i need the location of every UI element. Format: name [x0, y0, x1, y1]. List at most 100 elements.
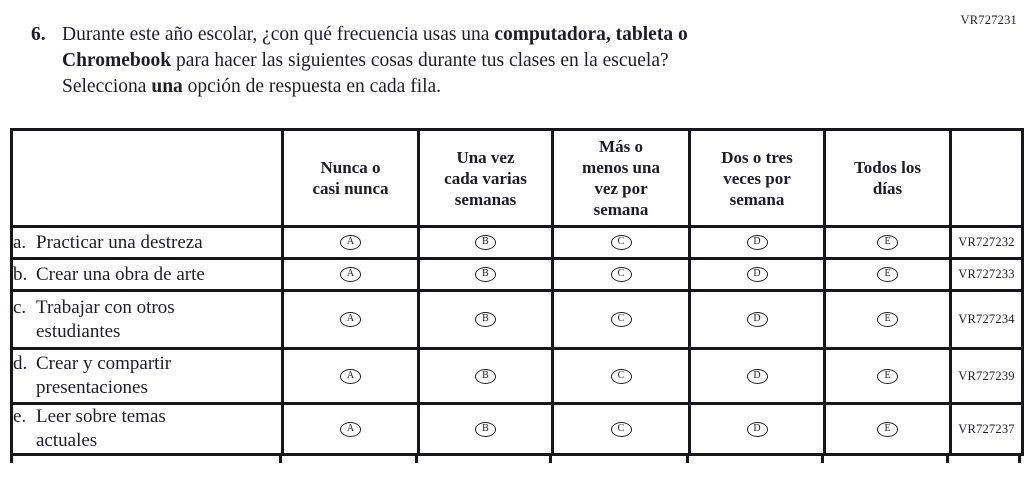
option-bubble-d[interactable]: D	[746, 235, 768, 251]
column-header-mas-o-menos: Más o menos una vez por semana	[551, 128, 691, 228]
option-bubble-a[interactable]: A	[340, 312, 361, 328]
option-cell: C	[551, 402, 691, 456]
option-cell: D	[688, 289, 826, 350]
row-label: c. Trabajar con otros estudiantes	[10, 289, 284, 350]
option-cell: E	[823, 347, 952, 405]
row-code: VR727239	[949, 347, 1024, 405]
option-cell: D	[688, 347, 826, 405]
option-cell: E	[823, 257, 952, 292]
column-border-stub	[10, 456, 13, 463]
option-bubble-b[interactable]: B	[475, 368, 496, 384]
question-text-part: opción de respuesta en cada fila.	[182, 76, 442, 97]
column-border-stub	[946, 456, 949, 463]
option-bubble-d[interactable]: D	[746, 368, 768, 384]
option-cell: A	[281, 347, 420, 405]
option-bubble-a[interactable]: A	[340, 267, 361, 283]
column-border-stub	[821, 456, 824, 463]
question-block: 6. Durante este año escolar, ¿con qué fr…	[31, 22, 688, 100]
row-label: a. Practicar una destreza	[10, 225, 284, 260]
option-cell: A	[281, 289, 420, 350]
option-cell: A	[281, 225, 420, 260]
column-header-una-vez: Una vez cada varias semanas	[417, 128, 554, 228]
option-cell: D	[688, 225, 826, 260]
question-text-bold: una	[151, 76, 183, 97]
header-corner-cell	[10, 128, 284, 228]
row-letter: d.	[13, 353, 28, 374]
response-table: Nunca o casi nunca Una vez cada varias s…	[10, 128, 1024, 456]
option-bubble-e[interactable]: E	[877, 368, 898, 384]
table-row: a. Practicar una destreza A B C D E VR72…	[10, 225, 1024, 260]
option-bubble-c[interactable]: C	[610, 368, 632, 384]
row-code: VR727237	[949, 402, 1024, 456]
option-bubble-b[interactable]: B	[475, 235, 496, 251]
option-bubble-e[interactable]: E	[877, 267, 898, 283]
row-label: d. Crear y compartir presentaciones	[10, 347, 284, 405]
option-cell: D	[688, 402, 826, 456]
table-row: e. Leer sobre temas actuales A B C D E V…	[10, 402, 1024, 456]
option-bubble-b[interactable]: B	[475, 421, 496, 437]
option-cell: E	[823, 225, 952, 260]
column-border-stub	[1018, 456, 1021, 463]
row-text: Crear y compartir presentaciones	[36, 353, 172, 398]
option-bubble-a[interactable]: A	[340, 421, 361, 437]
row-text: Trabajar con otros estudiantes	[36, 296, 175, 342]
option-cell: B	[417, 402, 554, 456]
table-row: d. Crear y compartir presentaciones A B …	[10, 347, 1024, 405]
option-bubble-c[interactable]: C	[610, 267, 632, 283]
option-cell: C	[551, 225, 691, 260]
row-label: b. Crear una obra de arte	[10, 257, 284, 292]
row-text: Practicar una destreza	[36, 231, 203, 253]
table-continuation-stubs	[10, 456, 1021, 465]
option-bubble-e[interactable]: E	[877, 235, 898, 251]
question-text-part: Durante este año escolar, ¿con qué frecu…	[62, 24, 495, 45]
page-code: VR727231	[960, 13, 1017, 27]
option-bubble-b[interactable]: B	[475, 267, 496, 283]
row-label: e. Leer sobre temas actuales	[10, 402, 284, 456]
option-bubble-a[interactable]: A	[340, 235, 361, 251]
column-border-stub	[686, 456, 689, 463]
question-text-part: Selecciona	[62, 76, 152, 97]
option-cell: D	[688, 257, 826, 292]
option-cell: B	[417, 289, 554, 350]
row-letter: e.	[13, 406, 27, 428]
option-cell: A	[281, 257, 420, 292]
option-bubble-e[interactable]: E	[877, 312, 898, 328]
row-letter: b.	[13, 263, 28, 285]
option-bubble-a[interactable]: A	[340, 368, 361, 384]
column-header-todos: Todos los días	[823, 128, 952, 228]
question-number: 6.	[31, 24, 46, 45]
option-cell: B	[417, 257, 554, 292]
option-bubble-d[interactable]: D	[746, 421, 768, 437]
option-bubble-c[interactable]: C	[610, 235, 632, 251]
option-cell: A	[281, 402, 420, 456]
row-code: VR727234	[949, 289, 1024, 350]
question-text-bold: computadora, tableta o	[494, 24, 688, 45]
response-table-wrap: Nunca o casi nunca Una vez cada varias s…	[10, 128, 1024, 465]
table-row: b. Crear una obra de arte A B C D E VR72…	[10, 257, 1024, 292]
option-cell: E	[823, 402, 952, 456]
option-bubble-b[interactable]: B	[475, 312, 496, 328]
option-bubble-d[interactable]: D	[746, 312, 768, 328]
option-bubble-c[interactable]: C	[610, 421, 632, 437]
column-border-stub	[279, 456, 282, 463]
row-code: VR727232	[949, 225, 1024, 260]
option-cell: E	[823, 289, 952, 350]
header-code-cell	[949, 128, 1024, 228]
column-header-nunca: Nunca o casi nunca	[281, 128, 420, 228]
option-cell: C	[551, 289, 691, 350]
row-letter: a.	[13, 231, 27, 253]
option-cell: C	[551, 257, 691, 292]
question-text-bold: Chromebook	[62, 50, 172, 71]
option-bubble-d[interactable]: D	[746, 267, 768, 283]
option-bubble-e[interactable]: E	[877, 421, 898, 437]
row-code: VR727233	[949, 257, 1024, 292]
option-cell: C	[551, 347, 691, 405]
row-letter: c.	[13, 296, 27, 318]
option-cell: B	[417, 225, 554, 260]
column-header-dos-o-tres: Dos o tres veces por semana	[688, 128, 826, 228]
column-border-stub	[549, 456, 552, 463]
question-text-part: para hacer las siguientes cosas durante …	[171, 50, 669, 71]
option-bubble-c[interactable]: C	[610, 312, 632, 328]
option-cell: B	[417, 347, 554, 405]
row-text: Leer sobre temas actuales	[36, 406, 166, 452]
